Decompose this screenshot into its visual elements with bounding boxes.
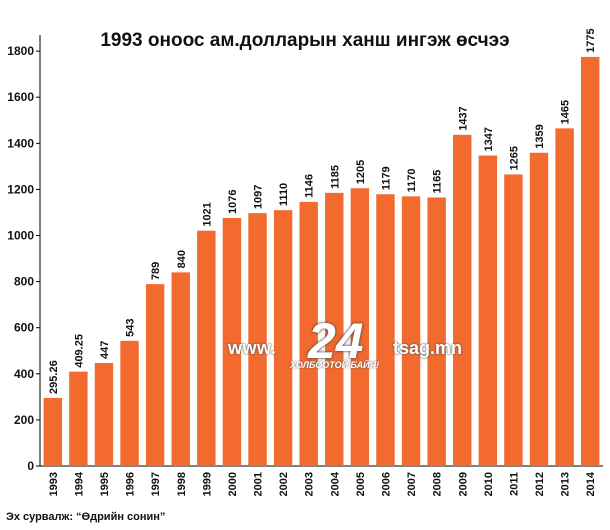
bar bbox=[350, 188, 370, 466]
x-tick-label: 2003 bbox=[304, 472, 316, 496]
bars bbox=[43, 56, 600, 467]
bar-value-label: 840 bbox=[176, 250, 188, 268]
y-tick-label: 400 bbox=[14, 367, 34, 381]
bar-value-label: 543 bbox=[125, 318, 137, 336]
bar-value-label: 1170 bbox=[406, 168, 418, 192]
watermark-logo: www. 24 tsag.mn ХОЛБООТОЙ БАЙЯ! bbox=[228, 312, 478, 376]
bar-value-label: 1146 bbox=[304, 174, 316, 198]
bar-value-label: 1465 bbox=[560, 100, 572, 124]
bar bbox=[120, 340, 139, 466]
bar-value-label: 447 bbox=[99, 341, 111, 359]
bar-value-label: 789 bbox=[150, 262, 162, 280]
x-tick-label: 1996 bbox=[125, 472, 137, 496]
watermark-left-text: www. bbox=[228, 338, 277, 358]
bar bbox=[299, 201, 318, 466]
x-tick-label: 1994 bbox=[73, 471, 85, 496]
y-tick-labels: 0 200 400 600 800 1000 1200 1400 1600 1800 bbox=[7, 44, 40, 473]
y-tick-label: 1400 bbox=[7, 136, 34, 150]
x-tick-label: 2009 bbox=[457, 472, 469, 496]
bar bbox=[69, 371, 88, 466]
bar bbox=[197, 230, 216, 466]
watermark-right-text: tsag.mn bbox=[393, 338, 463, 358]
bar bbox=[427, 197, 446, 466]
x-tick-label: 1993 bbox=[48, 472, 60, 496]
bar-value-label: 1097 bbox=[253, 185, 265, 209]
bar-value-label: 1437 bbox=[457, 106, 469, 130]
bar-value-label: 1076 bbox=[227, 190, 239, 214]
x-tick-label: 2008 bbox=[432, 472, 444, 496]
x-tick-label: 2006 bbox=[380, 472, 392, 496]
watermark-tagline: ХОЛБООТОЙ БАЙЯ! bbox=[290, 360, 380, 370]
bar-value-label: 1110 bbox=[278, 183, 290, 206]
y-tick-label: 1600 bbox=[7, 90, 34, 104]
x-tick-label: 1997 bbox=[150, 472, 162, 496]
x-tick-label: 2010 bbox=[483, 472, 495, 496]
x-tick-label: 2001 bbox=[253, 472, 265, 496]
bar bbox=[555, 128, 574, 467]
x-tick-label: 2011 bbox=[508, 472, 520, 496]
bar-value-label: 1359 bbox=[534, 124, 546, 148]
bar-value-label: 295.26 bbox=[48, 360, 60, 394]
x-tick-label: 2002 bbox=[278, 472, 290, 496]
bar bbox=[94, 362, 114, 466]
y-tick-label: 200 bbox=[14, 413, 34, 427]
y-tick-label: 1200 bbox=[7, 182, 34, 196]
x-tick-label: 2007 bbox=[406, 472, 418, 496]
x-tick-labels: 1993 1994 1995 1996 1997 1998 1999 2000 2001 2002… bbox=[48, 471, 597, 496]
x-tick-label: 1995 bbox=[99, 472, 111, 496]
x-tick-label: 2005 bbox=[355, 472, 367, 496]
bar bbox=[273, 210, 293, 466]
y-tick-label: 0 bbox=[27, 459, 34, 473]
x-tick-label: 2014 bbox=[585, 471, 597, 496]
bar-value-label: 1347 bbox=[483, 127, 495, 151]
x-tick-label: 1999 bbox=[201, 472, 213, 496]
bar bbox=[478, 155, 498, 466]
x-tick-label: 2000 bbox=[227, 472, 239, 496]
bar bbox=[325, 192, 344, 466]
bar-value-label: 1185 bbox=[329, 165, 341, 189]
bar bbox=[453, 134, 472, 466]
bar-value-label: 1165 bbox=[432, 170, 444, 194]
x-tick-label: 2012 bbox=[534, 472, 546, 496]
x-tick-label: 2013 bbox=[560, 472, 572, 496]
source-note: Эх сурвалж: “Өдрийн сонин” bbox=[6, 511, 166, 523]
bar-value-label: 1021 bbox=[201, 202, 213, 226]
bar-value-label: 1265 bbox=[508, 146, 520, 170]
x-tick-label: 1998 bbox=[176, 472, 188, 496]
bar bbox=[222, 218, 242, 466]
y-tick-label: 1800 bbox=[7, 44, 34, 58]
bar bbox=[171, 272, 190, 466]
data-labels: 295.26 409.25 447 543 789 840 1021 1076 1097 1110… bbox=[48, 28, 597, 394]
bar bbox=[401, 196, 421, 466]
x-tick-label: 2004 bbox=[329, 471, 341, 496]
bar-value-label: 1775 bbox=[585, 28, 597, 52]
bar-value-label: 1179 bbox=[380, 166, 392, 190]
bar bbox=[43, 397, 63, 466]
y-tick-label: 1000 bbox=[7, 229, 34, 243]
y-tick-label: 600 bbox=[14, 321, 34, 335]
bar-value-label: 1205 bbox=[355, 160, 367, 184]
bar bbox=[580, 56, 600, 466]
bar bbox=[504, 174, 523, 467]
chart-title: 1993 оноос ам.долларын ханш ингэж өсчээ bbox=[100, 30, 510, 51]
bar bbox=[145, 284, 165, 466]
bar bbox=[529, 152, 549, 466]
bar-value-label: 409.25 bbox=[73, 334, 85, 368]
watermark-number: 24 bbox=[308, 313, 364, 369]
bar bbox=[376, 194, 395, 466]
bar bbox=[248, 213, 267, 466]
y-tick-label: 800 bbox=[14, 275, 34, 289]
